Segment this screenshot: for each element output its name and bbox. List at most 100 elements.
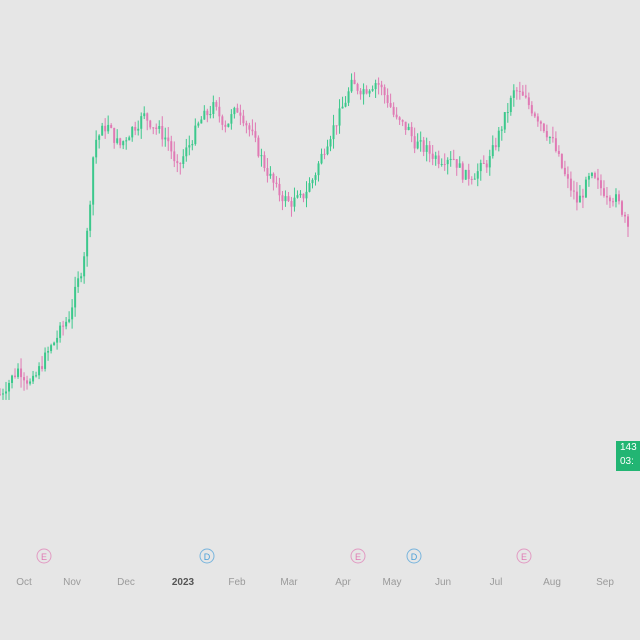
candle-down [272,173,275,183]
candle-up [506,112,509,114]
candle-up [203,110,206,120]
candle-up [374,83,377,90]
candle-down [248,125,251,130]
x-tick-label: Apr [335,577,351,588]
candle-down [395,114,398,118]
candle-down [398,117,401,121]
candle-down [206,110,209,116]
candle-up [122,141,125,146]
candle-up [464,169,467,180]
candle-down [359,90,362,95]
candle-up [476,171,479,179]
dividend-marker[interactable]: D [406,548,422,564]
candle-up [284,196,287,202]
candle-up [8,382,11,392]
candle-down [518,90,521,92]
candle-up [53,342,56,346]
candle-down [443,164,446,166]
svg-text:D: D [204,552,211,562]
earnings-marker[interactable]: E [350,548,366,564]
candle-down [533,113,536,117]
candle-up [338,108,341,126]
candle-up [101,125,104,136]
candle-down [539,121,542,124]
candle-down [404,121,407,131]
candle-up [95,139,98,158]
candle-up [233,107,236,115]
candle-up [407,126,410,131]
candle-up [434,155,437,159]
candle-down [104,125,107,132]
candle-up [320,153,323,164]
candle-down [242,115,245,124]
candle-up [38,366,41,376]
earnings-marker[interactable]: E [36,548,52,564]
candle-down [161,125,164,140]
candle-up [479,162,482,172]
candle-down [365,89,368,94]
candle-down [413,136,416,149]
candle-down [437,155,440,165]
candle-down [290,201,293,207]
candle-up [212,102,215,114]
candle-down [428,145,431,154]
candle-up [341,106,344,109]
candle-up [29,381,32,384]
candle-down [410,126,413,137]
last-price-badge: 143 03: [616,441,640,471]
candle-down [551,137,554,139]
candle-down [627,216,629,227]
candle-up [17,368,20,377]
dividend-marker[interactable]: D [199,548,215,564]
candle-up [368,90,371,94]
candle-down [173,151,176,162]
candle-up [491,145,494,157]
candle-up [344,102,347,107]
candle-down [239,112,242,116]
candle-up [509,97,512,113]
candle-up [137,128,140,131]
candle-up [5,391,8,394]
candle-down [611,201,614,203]
candle-up [47,351,50,353]
candle-up [590,173,593,176]
candle-down [401,120,404,122]
svg-text:D: D [411,552,418,562]
candle-up [497,130,500,148]
candle-up [296,195,299,198]
candle-up [143,113,146,117]
candle-down [557,150,560,154]
candle-down [155,127,158,129]
candle-up [488,156,491,168]
candle-up [131,126,134,138]
candle-down [524,95,527,98]
candle-up [194,125,197,145]
candle-down [386,95,389,104]
candle-down [221,116,224,125]
candle-up [35,375,38,377]
candle-down [599,180,602,189]
candle-down [224,124,227,127]
candle-up [107,124,110,132]
candle-down [494,145,497,148]
svg-text:E: E [41,552,47,562]
candle-up [548,137,551,139]
candle-down [281,195,284,202]
candle-down [383,87,386,96]
candle-down [542,123,545,132]
candle-down [560,153,563,168]
candle-down [278,183,281,196]
candle-down [593,173,596,178]
candle-down [134,126,137,131]
candle-down [257,137,260,157]
candle-up [125,140,128,142]
candle-up [128,137,131,141]
candle-down [251,129,254,132]
candle-down [179,163,182,165]
candle-down [377,83,380,85]
candle-up [419,140,422,142]
candle-up [500,129,503,131]
earnings-marker[interactable]: E [516,548,532,564]
candle-up [371,89,374,91]
candle-up [227,123,230,127]
